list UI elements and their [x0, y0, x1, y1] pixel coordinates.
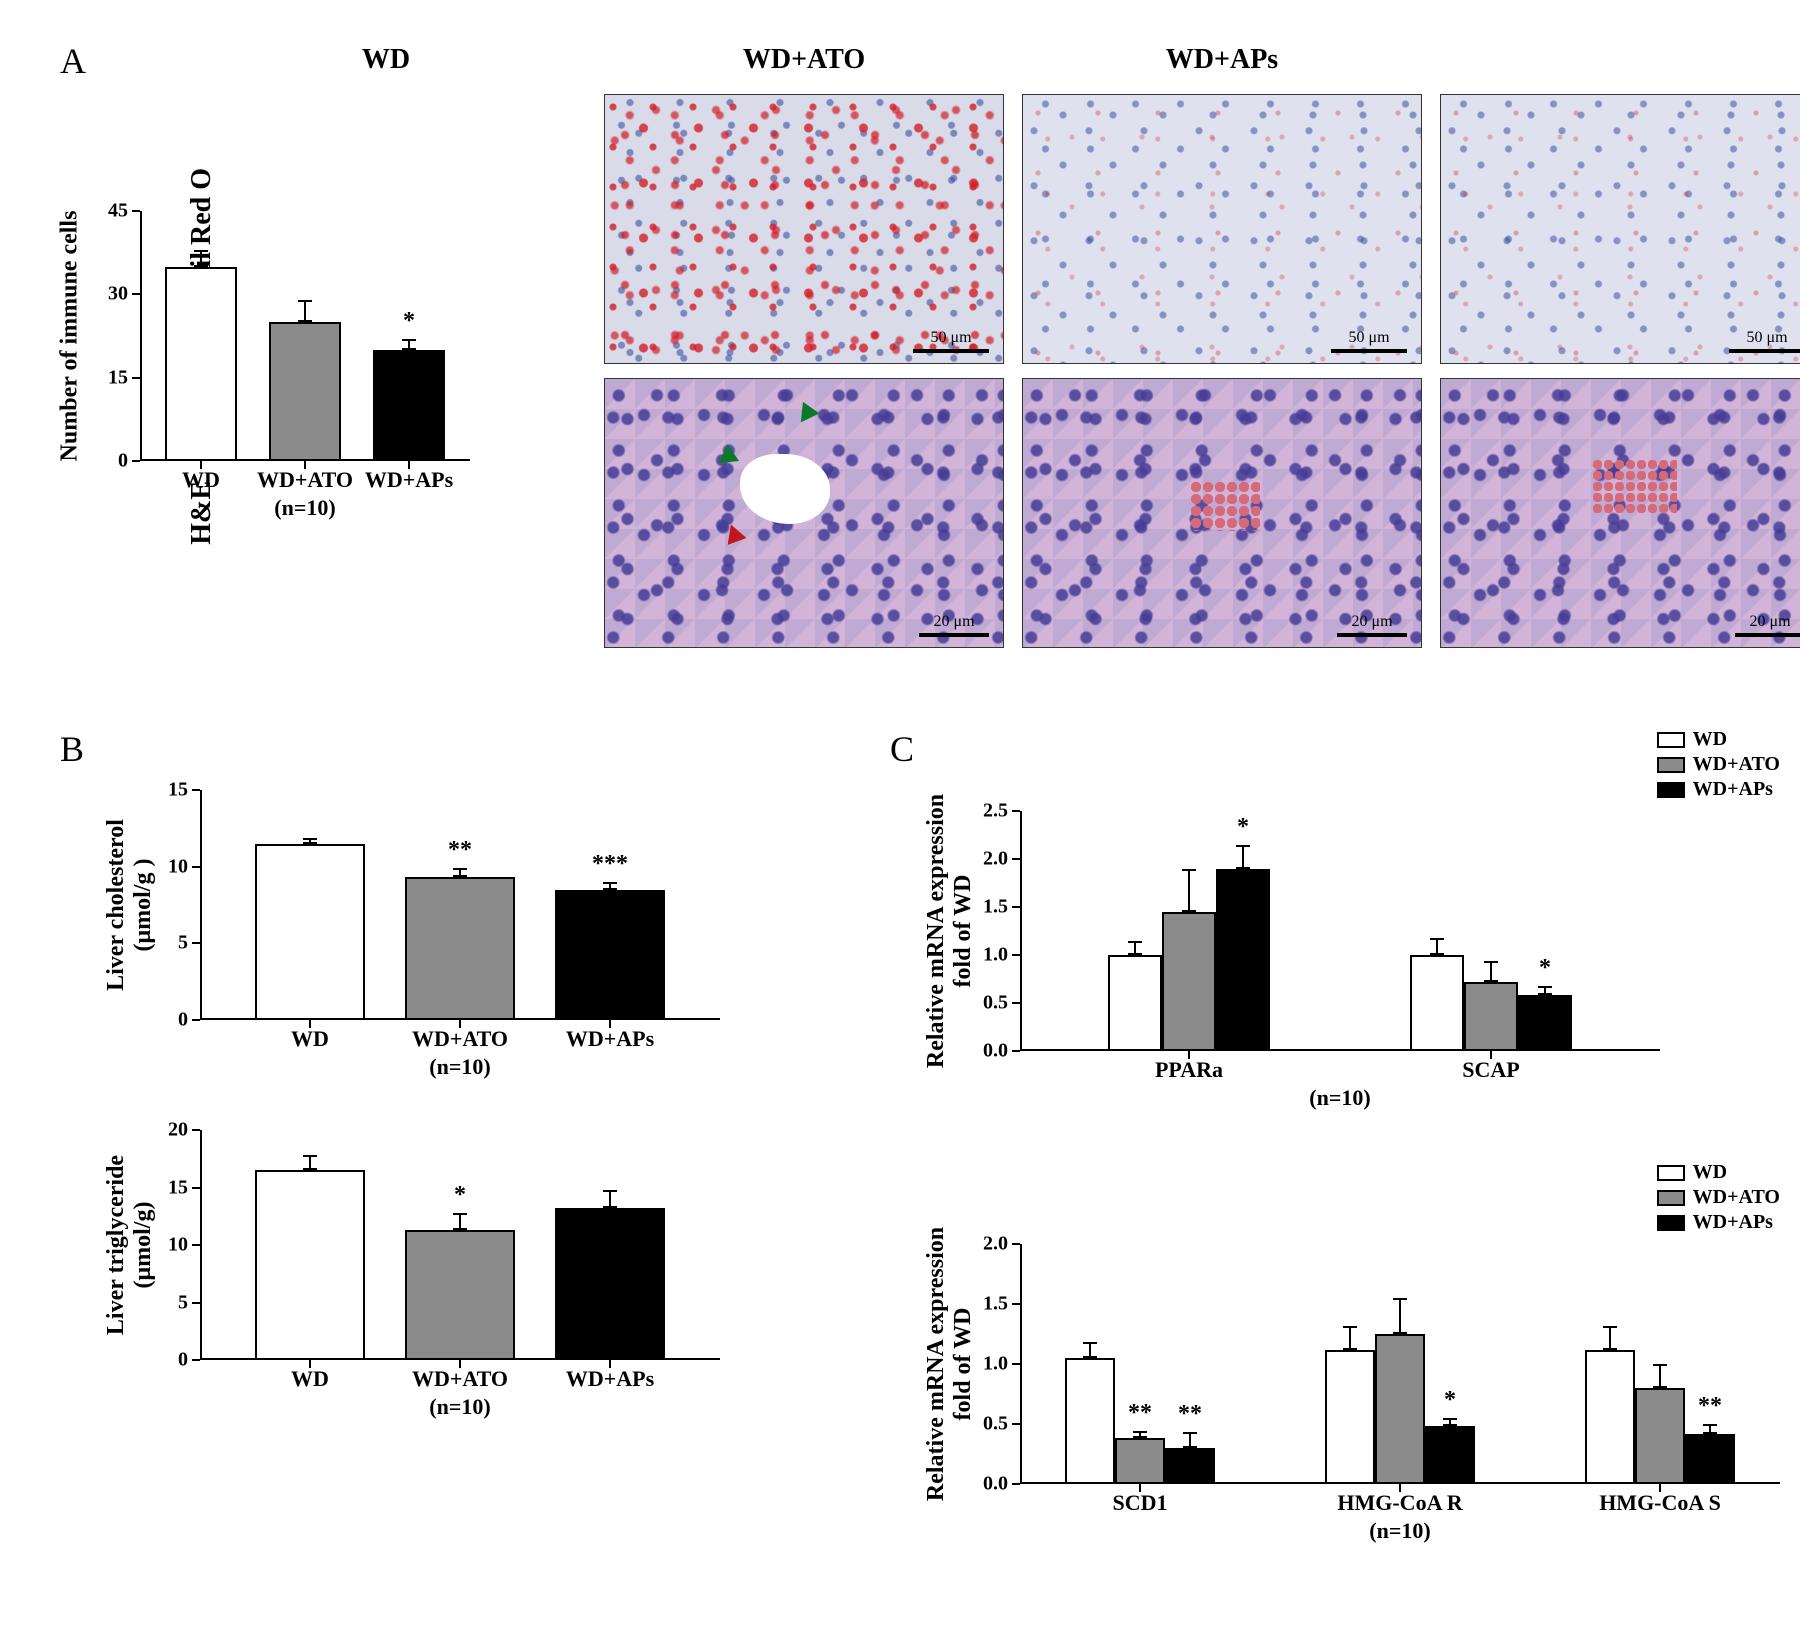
- legend-item: WD: [1657, 1161, 1780, 1184]
- legend-item: WD: [1657, 728, 1780, 751]
- row-label-he: H&E: [186, 481, 586, 545]
- panel-b-chart-cholesterol: 051015Liver cholesterol(μmol/g ) WD ** W…: [200, 790, 720, 1020]
- bar: [1162, 912, 1216, 1051]
- micrograph-oilredo-wd: 50 μm: [604, 94, 1004, 364]
- panel-c-legend-2: WDWD+ATOWD+APs: [1657, 1161, 1780, 1234]
- panel-c: C WDWD+ATOWD+APs 0.00.51.01.52.02.5Relat…: [890, 728, 1780, 1554]
- legend-label: WD: [1693, 728, 1727, 751]
- micrograph-oilredo-wdato: 50 μm: [1022, 94, 1422, 364]
- bar: *: [405, 1230, 515, 1360]
- arrow-green-icon: [793, 402, 820, 428]
- legend-item: WD+ATO: [1657, 1186, 1780, 1209]
- bar: [1108, 955, 1162, 1051]
- scalebar-bar: [913, 349, 989, 353]
- micrograph-oilredo-wdaps: 50 μm: [1440, 94, 1800, 364]
- scalebar-icon: 20 μm: [1735, 613, 1800, 637]
- arrow-green-icon: [713, 444, 739, 471]
- bar: *: [1518, 995, 1572, 1051]
- panel-a-barchart: 0153045Number of immune cells WD WD+ATO(…: [140, 211, 470, 461]
- panel-c-label: C: [890, 728, 914, 770]
- legend-label: WD+APs: [1693, 778, 1773, 801]
- scalebar-icon: 50 μm: [1331, 329, 1407, 353]
- bar: [1375, 1334, 1425, 1484]
- bar: [1325, 1350, 1375, 1484]
- bar: [555, 1208, 665, 1360]
- scalebar-icon: 50 μm: [1729, 329, 1800, 353]
- bar: [1065, 1358, 1115, 1484]
- micrograph-he-wdato: 20 μm: [1022, 378, 1422, 648]
- scalebar-icon: 20 μm: [1337, 613, 1407, 637]
- bar: **: [1115, 1438, 1165, 1484]
- micrograph-he-wdaps: 20 μm: [1440, 378, 1800, 648]
- figure: A WD WD+ATO WD+APs Oil Red O 50 μm 50 μm…: [0, 0, 1800, 1594]
- panel-b-label: B: [60, 728, 810, 770]
- bar: [269, 322, 341, 461]
- bar: ***: [555, 890, 665, 1020]
- scalebar-icon: 50 μm: [913, 329, 989, 353]
- panel-a: A WD WD+ATO WD+APs Oil Red O 50 μm 50 μm…: [60, 40, 1740, 648]
- bar: [1585, 1350, 1635, 1484]
- legend-item: WD+APs: [1657, 778, 1780, 801]
- scalebar-icon: 20 μm: [919, 613, 989, 637]
- micrograph-he-wd: 20 μm: [604, 378, 1004, 648]
- panel-a-label: A: [60, 40, 100, 82]
- col-label-wd: WD: [186, 44, 586, 76]
- panel-b-chart-triglyceride: 05101520Liver triglyceride(μmol/g) WD * …: [200, 1130, 720, 1360]
- col-label-wdato: WD+ATO: [604, 44, 1004, 76]
- panel-c-legend-1: WDWD+ATOWD+APs: [1657, 728, 1780, 801]
- bar: *: [1425, 1426, 1475, 1484]
- bar: **: [405, 877, 515, 1020]
- panel-c-chart-scd1-hmg: 0.00.51.01.52.0Relative mRNA expressionf…: [1020, 1244, 1780, 1484]
- legend-label: WD+ATO: [1693, 1186, 1780, 1209]
- legend-label: WD+APs: [1693, 1211, 1773, 1234]
- bar: [1635, 1388, 1685, 1484]
- bar: [255, 844, 365, 1020]
- legend-item: WD+APs: [1657, 1211, 1780, 1234]
- bar: **: [1165, 1448, 1215, 1484]
- legend-label: WD+ATO: [1693, 753, 1780, 776]
- bar: [1410, 955, 1464, 1051]
- bar: *: [373, 350, 445, 461]
- col-label-wdaps: WD+APs: [1022, 44, 1422, 76]
- legend-label: WD: [1693, 1161, 1727, 1184]
- bar: [255, 1170, 365, 1360]
- panels-bc: B 051015Liver cholesterol(μmol/g ) WD **…: [60, 728, 1740, 1554]
- bar: [1464, 982, 1518, 1051]
- arrow-red-icon: [722, 521, 747, 545]
- bar: [165, 267, 237, 461]
- legend-item: WD+ATO: [1657, 753, 1780, 776]
- panel-b: B 051015Liver cholesterol(μmol/g ) WD **…: [60, 728, 810, 1554]
- panel-c-chart-ppara-scap: 0.00.51.01.52.02.5Relative mRNA expressi…: [1020, 811, 1660, 1051]
- bar: *: [1216, 869, 1270, 1051]
- bar: **: [1685, 1434, 1735, 1484]
